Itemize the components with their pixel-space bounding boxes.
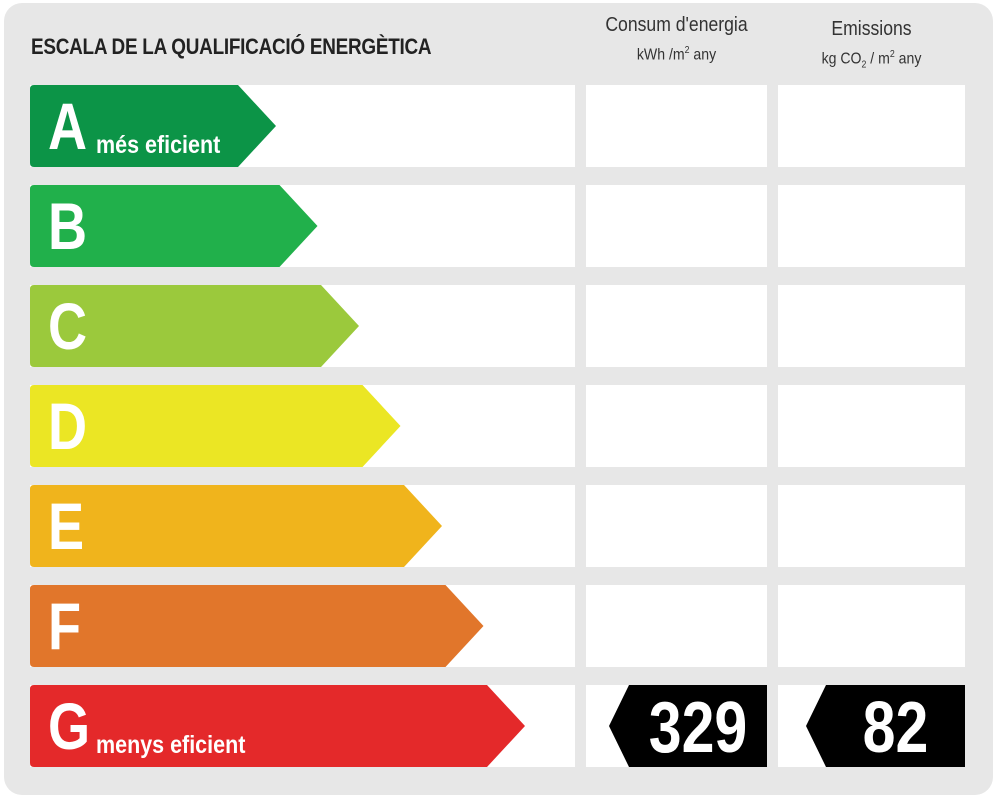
energy-value-cell [586, 485, 767, 567]
energy-value-cell [586, 285, 767, 367]
rating-arrow-f [30, 585, 484, 667]
rating-sublabel: menys eficient [96, 731, 246, 759]
rating-letter: B [48, 189, 88, 263]
emissions-column-unit: kg CO2 / m2 any [821, 49, 922, 71]
rating-arrow-c [30, 285, 359, 367]
emissions-column-header: Emissions kg CO2 / m2 any [778, 18, 965, 71]
energy-value-cell [586, 185, 767, 267]
energy-column-header: Consum d'energia kWh /m2 any [586, 14, 767, 64]
emissions-value-cell [778, 485, 965, 567]
rating-arrow-g [30, 685, 525, 767]
energy-badge [609, 685, 767, 767]
emissions-badge [806, 685, 965, 767]
label-title: ESCALA DE LA QUALIFICACIÓ ENERGÈTICA [31, 34, 432, 59]
emissions-value: 82 [862, 688, 929, 768]
energy-value-cell [586, 385, 767, 467]
energy-value-cell [586, 585, 767, 667]
rating-arrow-e [30, 485, 442, 567]
rating-arrow-a [30, 85, 276, 167]
rating-letter: D [48, 389, 88, 463]
rating-letter: E [48, 489, 85, 563]
emissions-value-cell [778, 385, 965, 467]
emissions-value-cell [778, 285, 965, 367]
rating-letter: C [48, 289, 88, 363]
rating-letter: F [48, 589, 82, 663]
emissions-value-cell [778, 185, 965, 267]
rating-letter: A [48, 89, 88, 163]
energy-value: 329 [648, 688, 748, 768]
emissions-column-label: Emissions [831, 18, 912, 40]
rating-letter: G [48, 689, 91, 763]
energy-column-unit: kWh /m2 any [636, 45, 717, 64]
rating-row-e: E [0, 485, 1000, 567]
rating-arrow-b [30, 185, 318, 267]
rating-sublabel: més eficient [96, 131, 221, 159]
rating-arrow-d [30, 385, 401, 467]
energy-column-label: Consum d'energia [605, 14, 748, 36]
emissions-value-cell [778, 585, 965, 667]
rating-row-f: F [0, 585, 1000, 667]
energy-value-cell [586, 85, 767, 167]
rating-row-b: B [0, 185, 1000, 267]
rating-row-c: C [0, 285, 1000, 367]
rating-row-d: D [0, 385, 1000, 467]
emissions-value-cell [778, 85, 965, 167]
